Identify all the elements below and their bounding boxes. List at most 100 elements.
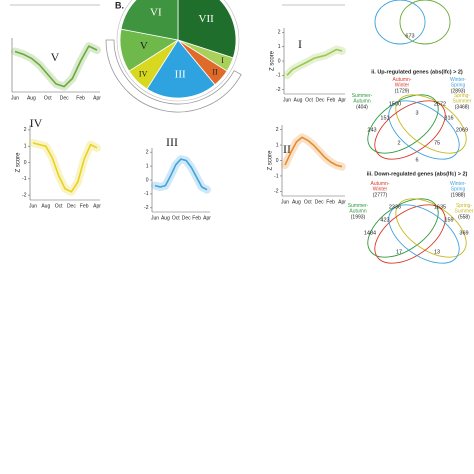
x-tick-label: Aug [161, 215, 170, 221]
confidence-band [281, 133, 346, 171]
venn-set-name: Winter [395, 83, 410, 89]
x-tick-label: Apr [93, 203, 101, 209]
outer-ring [116, 0, 240, 102]
panel-title: IV [30, 116, 43, 130]
venn-set-size: (1988) [451, 192, 466, 198]
x-tick-label: Aug [294, 97, 303, 103]
venn-set-label: Autumn-Winter [371, 181, 390, 193]
venn-set-name: Spring [451, 187, 466, 193]
x-tick-label: Dec [316, 97, 325, 103]
y-tick-label: -1 [274, 173, 279, 179]
x-tick-label: Apr [93, 95, 101, 101]
pie-slice [120, 0, 179, 41]
panel-label: B. [115, 0, 124, 10]
venn-set-label: Winter-Spring [450, 77, 466, 89]
pie-slice [177, 0, 237, 59]
venn-set-size: (2893) [451, 88, 466, 94]
venn-group: 673 ii. Up-regulated genes (abs(lfc) > 2… [367, 0, 468, 177]
confidence-band [283, 45, 346, 80]
venn-set-size: (558) [458, 214, 470, 220]
slice-label: I [221, 56, 224, 65]
y-tick-label: 1 [24, 144, 27, 150]
venn-set [388, 100, 460, 160]
venn-set-name: Summer [455, 209, 474, 215]
slice-label: V [140, 40, 148, 52]
venn-set [388, 204, 460, 264]
venn-set-name: Spring [451, 83, 466, 89]
y-tick-label: 2 [146, 150, 149, 156]
slice-label: III [175, 68, 186, 80]
venn-set [395, 198, 467, 258]
y-tick-label: -1 [22, 176, 27, 182]
y-tick-label: -2 [276, 87, 281, 93]
x-tick-label: Oct [304, 199, 312, 205]
x-tick-label: Dec [182, 215, 191, 221]
venn-count: 423 [380, 217, 389, 223]
x-tick-label: Oct [55, 203, 63, 209]
venn-count: 2572 [434, 101, 446, 107]
venn-set-name: Summer [453, 99, 472, 105]
venn-set-name: Summer- [352, 93, 373, 99]
y-tick-label: 0 [278, 58, 281, 64]
venn-set-label: Summer-Autumn [352, 93, 373, 105]
outer-arc [105, 39, 242, 113]
series-line [286, 48, 343, 76]
venn-set-name: Autumn- [393, 77, 412, 83]
venn-set-name: Autumn- [371, 181, 390, 187]
pie-slice [146, 39, 216, 99]
y-tick-label: 1 [276, 142, 279, 148]
venn-set-size: (404) [356, 104, 368, 110]
x-tick-label: Feb [192, 215, 201, 221]
y-tick-label: -1 [144, 191, 149, 197]
venn-count: 1635 [434, 204, 446, 210]
venn-set-name: Autumn [353, 99, 370, 105]
x-tick-label: Aug [27, 95, 36, 101]
x-tick-label: Oct [305, 97, 313, 103]
y-tick-label: -1 [276, 73, 281, 79]
venn-count: 2 [397, 140, 400, 146]
series-line [14, 45, 98, 88]
venn-set-name: Spring- [454, 93, 470, 99]
venn-set-label: Autumn-Winter [393, 77, 412, 89]
y-tick-label: 0 [276, 158, 279, 164]
x-tick-label: Jun [11, 95, 19, 101]
x-tick-label: Feb [76, 95, 85, 101]
slice-label: IV [139, 70, 148, 79]
x-tick-label: Apr [338, 199, 346, 205]
venn-count: 673 [405, 33, 414, 39]
x-tick-label: Dec [315, 199, 324, 205]
series-line [154, 158, 208, 191]
y-label: Z score [268, 150, 274, 171]
x-tick-label: Apr [338, 97, 346, 103]
x-tick-label: Jun [283, 97, 291, 103]
panel-title: III [166, 135, 178, 149]
x-tick-label: Aug [41, 203, 50, 209]
venn-set-name: Autumn [349, 209, 366, 215]
x-tick-label: Dec [67, 203, 76, 209]
y-tick-label: 1 [278, 44, 281, 50]
venn-set [374, 204, 446, 264]
y-tick-label: 2 [24, 127, 27, 133]
y-tick-label: -2 [274, 189, 279, 195]
venn-title: ii. Up-regulated genes (abs(lfc) > 2) [371, 69, 463, 75]
venn-set [374, 0, 426, 45]
venn-set-name: Winter [373, 187, 388, 193]
venn-set-size: (3468) [455, 104, 470, 110]
venn-set [367, 198, 439, 258]
y-tick-label: 0 [24, 160, 27, 166]
venn-set [399, 0, 451, 45]
venn-set-label: Spring-Summer [455, 203, 474, 215]
venn-count: 2069 [456, 127, 468, 133]
venn-count: 17 [396, 249, 402, 255]
x-tick-label: Oct [44, 95, 52, 101]
venn-count: 1500 [389, 101, 401, 107]
venn-set-size: (2777) [373, 192, 388, 198]
venn-set-name: Winter- [450, 181, 466, 187]
slice-label: II [212, 67, 218, 76]
x-tick-label: Aug [292, 199, 301, 205]
venn-count: 369 [459, 230, 468, 236]
x-tick-label: Feb [327, 97, 336, 103]
venn-count: 151 [380, 115, 389, 121]
venn-set-name: Summer- [348, 203, 369, 209]
y-label: Z score [16, 152, 22, 173]
